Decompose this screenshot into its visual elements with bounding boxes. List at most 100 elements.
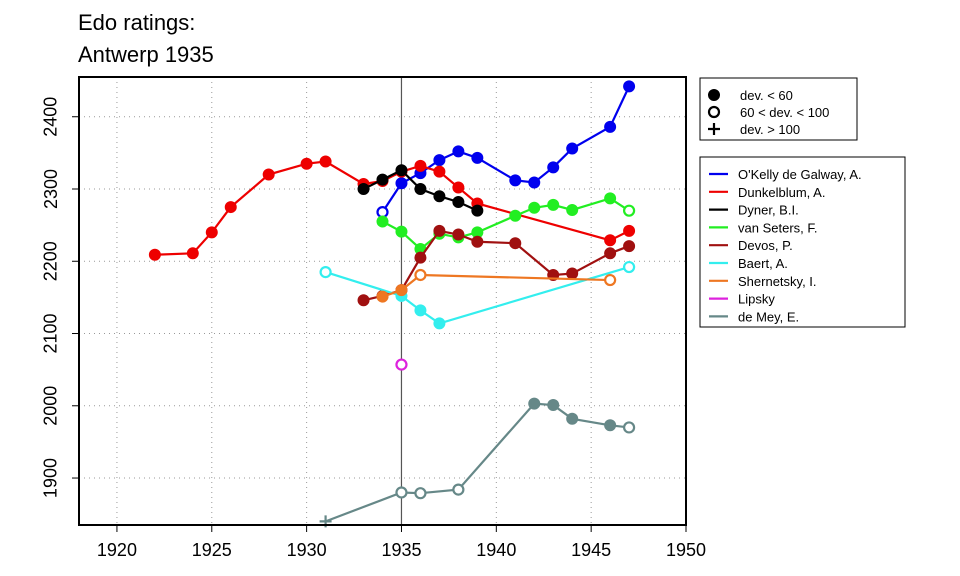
- data-point: [452, 181, 465, 194]
- gridlines: [79, 77, 687, 525]
- data-point: [622, 204, 636, 217]
- data-point: [433, 154, 446, 167]
- data-point: [471, 235, 484, 248]
- data-point: [357, 294, 370, 307]
- series-legend-label: van Seters, F.: [738, 220, 817, 235]
- data-point: [471, 151, 484, 164]
- data-point: [186, 247, 199, 260]
- data-point: [414, 251, 427, 264]
- series-legend-label: Baert, A.: [738, 256, 788, 271]
- data-point: [148, 248, 161, 261]
- data-point: [357, 183, 370, 195]
- data-point: [376, 215, 389, 228]
- data-point: [604, 419, 617, 432]
- data-point: [566, 267, 579, 280]
- series-7: [395, 358, 408, 371]
- legend-marker-filled: [708, 89, 720, 101]
- series-line: [325, 402, 630, 523]
- data-point: [395, 177, 408, 190]
- marker-legend-box: [699, 77, 858, 141]
- data-point: [604, 192, 617, 205]
- series-legend-label: Dyner, B.I.: [738, 203, 799, 218]
- series-legend-box: [699, 156, 906, 328]
- marker-legend: dev. < 60 60 < dev. < 100 dev. > 100: [699, 77, 858, 141]
- data-point: [604, 273, 617, 287]
- data-point: [414, 183, 427, 195]
- data-point: [395, 164, 408, 177]
- x-tick-label: 1930: [287, 540, 327, 560]
- y-tick-label: 1900: [41, 458, 61, 498]
- series-legend-label: Shernetsky, I.: [738, 274, 817, 289]
- data-point: [604, 120, 617, 133]
- x-tick-label: 1940: [476, 540, 516, 560]
- series-8: [319, 397, 636, 528]
- data-point: [414, 159, 427, 172]
- marker-legend-label: dev. > 100: [740, 122, 800, 137]
- x-tick-label: 1920: [97, 540, 137, 560]
- series-legend-label: Lipsky: [738, 292, 775, 307]
- series-5: [319, 260, 636, 330]
- series-line: [381, 197, 630, 251]
- data-point: [319, 155, 332, 168]
- x-tick-label: 1935: [381, 540, 421, 560]
- data-point: [623, 80, 636, 93]
- data-point: [433, 224, 446, 237]
- data-point: [433, 190, 446, 203]
- x-tick-label: 1925: [192, 540, 232, 560]
- data-point: [528, 201, 541, 214]
- y-tick-label: 2000: [41, 386, 61, 426]
- chart-title-line-1: Edo ratings:: [78, 10, 196, 35]
- x-tick-label: 1945: [571, 540, 611, 560]
- data-point: [376, 173, 389, 186]
- data-point: [433, 165, 446, 178]
- legend-marker-plus: [708, 123, 720, 135]
- chart-title-line-2: Antwerp 1935: [78, 42, 214, 67]
- data-point: [604, 247, 617, 260]
- series-layer: [148, 80, 636, 528]
- y-tick-label: 2100: [41, 313, 61, 353]
- series-6: [376, 268, 617, 303]
- plot-frame: [78, 76, 687, 526]
- y-tick-label: 2300: [41, 169, 61, 209]
- data-point: [566, 412, 579, 425]
- data-point: [528, 397, 541, 410]
- marker-legend-label: dev. < 60: [740, 88, 793, 103]
- data-point: [452, 483, 465, 496]
- data-point: [224, 201, 237, 214]
- data-point: [509, 237, 522, 250]
- data-point: [547, 161, 560, 174]
- data-point: [547, 198, 560, 211]
- data-point: [205, 226, 218, 239]
- series-line: [154, 160, 630, 256]
- y-tick-label: 2200: [41, 241, 61, 281]
- data-point: [395, 284, 408, 297]
- data-point: [471, 204, 484, 217]
- data-point: [622, 260, 636, 274]
- data-point: [262, 168, 275, 181]
- data-point: [414, 487, 427, 500]
- y-tick-label: 2400: [41, 97, 61, 137]
- data-point: [566, 203, 579, 216]
- data-point: [452, 228, 465, 241]
- series-line: [382, 273, 611, 298]
- data-point: [452, 145, 465, 158]
- data-point: [547, 399, 560, 412]
- series-legend-label: O'Kelly de Galway, A.: [738, 167, 862, 182]
- series-2: [357, 164, 484, 217]
- marker-legend-label: 60 < dev. < 100: [740, 105, 829, 120]
- data-point: [604, 234, 617, 247]
- data-point: [509, 209, 522, 222]
- data-point: [566, 142, 579, 155]
- series-0: [376, 80, 636, 219]
- series-3: [376, 192, 636, 255]
- data-point: [622, 421, 636, 434]
- legend-marker-open: [707, 105, 721, 119]
- series-legend-label: de Mey, E.: [738, 309, 799, 324]
- data-point: [452, 196, 465, 209]
- data-point: [395, 225, 408, 238]
- data-point: [623, 240, 636, 253]
- data-point: [414, 304, 427, 317]
- data-point: [300, 157, 313, 170]
- data-point: [376, 290, 389, 303]
- series-legend-label: Devos, P.: [738, 238, 793, 253]
